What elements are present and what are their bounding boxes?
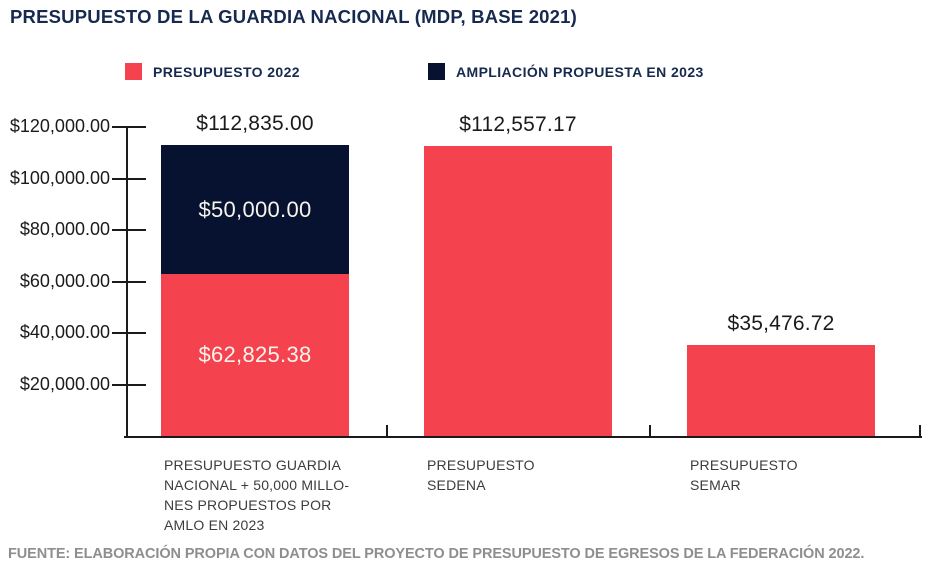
bar-total-label: $112,835.00 [196,112,314,136]
y-tick-label: $100,000.00 [9,167,110,188]
bar-segment [687,344,875,436]
y-axis-tick [112,126,146,128]
bar-total-label: $112,557.17 [459,113,577,137]
bar-segment-value-label: $50,000.00 [198,196,312,222]
source-note: FUENTE: ELABORACIÓN PROPIA CON DATOS DEL… [8,546,865,562]
category-label: PRESUPUESTO SEMAR [690,457,798,493]
y-tick-label: $60,000.00 [19,270,110,291]
y-tick-label: $80,000.00 [19,219,110,239]
bar-segment [424,146,612,436]
y-axis-tick [112,332,146,334]
y-tick-label: $120,000.00 [9,116,110,136]
y-axis-tick [112,383,146,386]
legend-item: AMPLIACIÓN PROPUESTA EN 2023 [428,63,704,80]
category-label: PRESUPUESTO GUARDIA NACIONAL + 50,000 MI… [164,457,350,533]
bar-segment: $50,000.00 [161,145,349,275]
y-axis-line [126,126,128,438]
legend-swatch [125,63,142,80]
legend-swatch [428,63,445,80]
x-axis-tick [919,425,921,436]
y-tick-label: $40,000.00 [19,322,110,342]
bar-segment: $62,825.38 [161,274,349,436]
legend-item: PRESUPUESTO 2022 [125,63,300,80]
legend-item-label: AMPLIACIÓN PROPUESTA EN 2023 [456,63,704,80]
x-axis-line [124,436,922,438]
y-axis-tick [112,280,146,283]
y-axis-tick [112,229,146,231]
y-tick-label: $20,000.00 [19,373,110,394]
bar-segment-value-label: $62,825.38 [198,342,312,368]
category-label: PRESUPUESTO SEDENA [427,457,535,493]
legend-item-label: PRESUPUESTO 2022 [153,63,300,80]
chart-title: PRESUPUESTO DE LA GUARDIA NACIONAL (MDP,… [10,6,578,27]
x-axis-tick [386,425,388,436]
bar-total-label: $35,476.72 [727,311,835,335]
x-axis-tick [649,425,651,436]
y-axis-tick [112,177,146,180]
